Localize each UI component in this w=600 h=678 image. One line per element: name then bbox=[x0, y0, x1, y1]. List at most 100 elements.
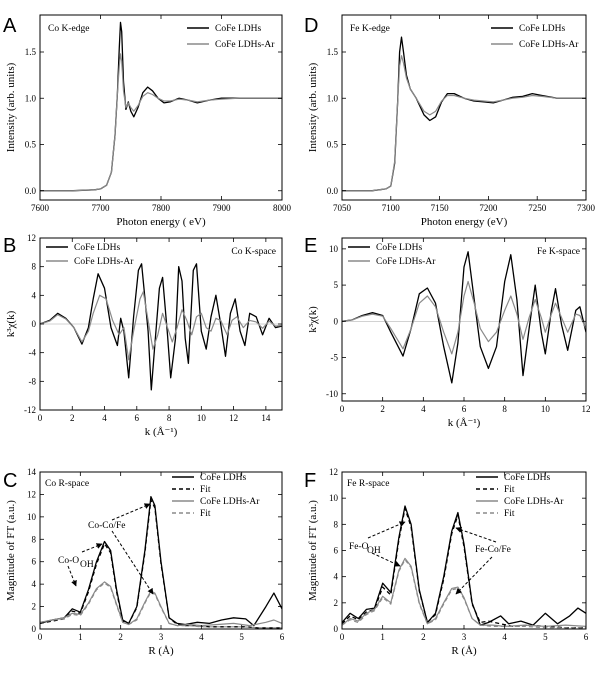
y-tick-label: 2 bbox=[32, 602, 37, 612]
x-tick-label: 7900 bbox=[213, 203, 232, 213]
panel-D: D 7050 7100 7150 7200 7250 7300 0.0 0.5 1.0 1.5 Pho… bbox=[304, 14, 596, 228]
axis-frame bbox=[341, 14, 587, 201]
legend-label: CoFe LDHs-Ar bbox=[376, 257, 436, 267]
x-tick-label: 12 bbox=[582, 404, 591, 414]
y-axis-label: Intensity (arb. units) bbox=[5, 62, 17, 152]
y-tick-label: 1.0 bbox=[327, 93, 339, 103]
x-tick-label: 1 bbox=[380, 632, 385, 642]
x-tick-label: 7800 bbox=[152, 203, 171, 213]
x-tick-label: 8000 bbox=[273, 203, 292, 213]
x-tick-label: 2 bbox=[421, 632, 426, 642]
y-tick-label: 8 bbox=[32, 534, 37, 544]
panel-annotation: Co K-edge bbox=[48, 24, 89, 34]
peak-label: Fe-Co/Fe bbox=[475, 545, 511, 555]
legend-label: CoFe LDHs-Ar bbox=[74, 257, 134, 267]
peak-arrow bbox=[81, 543, 103, 553]
y-tick-label: 8 bbox=[32, 262, 37, 272]
panel-annotation: Fe K-space bbox=[537, 247, 580, 257]
y-tick-label: 0 bbox=[334, 316, 339, 326]
y-axis-label: Intensity (arb. units) bbox=[307, 62, 319, 152]
x-tick-label: 8 bbox=[502, 404, 507, 414]
legend-label: CoFe LDHs bbox=[504, 473, 550, 483]
y-tick-label: 4 bbox=[32, 579, 37, 589]
legend-label: Fit bbox=[200, 485, 211, 495]
x-axis-label: Photon energy (eV) bbox=[421, 216, 508, 228]
y-tick-label: 6 bbox=[32, 557, 37, 567]
y-tick-label: 0.0 bbox=[25, 186, 37, 196]
x-tick-label: 7200 bbox=[479, 203, 498, 213]
legend-label: Fit bbox=[200, 509, 211, 519]
x-tick-label: 4 bbox=[199, 632, 204, 642]
x-tick-label: 4 bbox=[502, 632, 507, 642]
y-tick-label: 8 bbox=[334, 519, 339, 529]
x-tick-label: 2 bbox=[70, 413, 75, 423]
y-tick-label: 2 bbox=[334, 598, 339, 608]
y-tick-label: 14 bbox=[27, 467, 37, 477]
x-tick-label: 2 bbox=[118, 632, 123, 642]
x-tick-label: 7100 bbox=[382, 203, 401, 213]
series-line-0 bbox=[342, 251, 586, 384]
y-tick-label: 5 bbox=[334, 280, 339, 290]
y-tick-label: 0 bbox=[32, 319, 37, 329]
panel-annotation: Fe K-edge bbox=[350, 24, 390, 34]
x-tick-label: 8 bbox=[167, 413, 172, 423]
panel-letter: E bbox=[304, 235, 317, 257]
x-tick-label: 6 bbox=[280, 632, 285, 642]
legend-label: CoFe LDHs bbox=[215, 24, 261, 34]
panel-annotation: Co R-space bbox=[45, 479, 89, 489]
peak-arrow bbox=[111, 503, 151, 521]
series-line-0 bbox=[342, 505, 586, 626]
series-line-1 bbox=[40, 291, 282, 361]
y-axis-label: Magnitude of FT (a.u.) bbox=[5, 500, 17, 601]
legend-label: CoFe LDHs-Ar bbox=[215, 40, 275, 50]
x-tick-label: 5 bbox=[239, 632, 244, 642]
x-tick-label: 1 bbox=[78, 632, 83, 642]
panel-E: E 0 2 4 6 8 10 12 -10 -5 0 5 10 k (Å⁻¹) k³χ(k) Fe K-spa… bbox=[304, 235, 591, 429]
y-tick-label: 1.5 bbox=[25, 47, 37, 57]
y-axis-label: Magnitude of FT (a.u.) bbox=[307, 500, 319, 601]
legend-label: Fit bbox=[504, 485, 515, 495]
x-tick-label: 14 bbox=[261, 413, 271, 423]
x-tick-label: 0 bbox=[38, 413, 43, 423]
peak-arrow bbox=[371, 552, 401, 567]
x-tick-label: 6 bbox=[135, 413, 140, 423]
x-tick-label: 7300 bbox=[577, 203, 596, 213]
y-axis-label: k³χ(k) bbox=[307, 306, 319, 333]
x-axis-label: R (Å) bbox=[451, 645, 477, 657]
y-tick-label: 0 bbox=[334, 624, 339, 634]
x-tick-label: 6 bbox=[462, 404, 467, 414]
panel-B: B 0 2 4 6 8 10 12 14 -12 -8 -4 0 4 8 12 k (Å⁻¹) k³χ(k) Co … bbox=[3, 233, 283, 438]
series-line-0 bbox=[342, 36, 586, 192]
legend-label: CoFe LDHs-Ar bbox=[519, 40, 579, 50]
x-axis-label: k (Å⁻¹) bbox=[448, 417, 481, 429]
y-tick-label: 1.5 bbox=[327, 47, 339, 57]
x-tick-label: 7250 bbox=[528, 203, 547, 213]
plot-area bbox=[40, 263, 282, 391]
series-line-3 bbox=[40, 582, 282, 629]
y-tick-label: 4 bbox=[32, 290, 37, 300]
peak-label-subscript: OH bbox=[367, 546, 381, 556]
panel-letter: F bbox=[304, 470, 316, 492]
y-tick-label: 1.0 bbox=[25, 93, 37, 103]
peak-arrow bbox=[455, 526, 497, 543]
legend-label: CoFe LDHs bbox=[519, 24, 565, 34]
x-tick-label: 0 bbox=[340, 632, 345, 642]
series-line-1 bbox=[342, 55, 586, 192]
x-tick-label: 4 bbox=[421, 404, 426, 414]
panel-letter: D bbox=[304, 15, 318, 37]
y-tick-label: 6 bbox=[334, 546, 339, 556]
y-tick-label: -8 bbox=[29, 376, 37, 386]
x-tick-label: 6 bbox=[584, 632, 589, 642]
plot-area bbox=[342, 251, 586, 384]
x-axis-label: Photon energy ( eV) bbox=[116, 216, 206, 228]
legend-label: CoFe LDHs-Ar bbox=[200, 497, 260, 507]
x-tick-label: 7600 bbox=[31, 203, 50, 213]
x-tick-label: 12 bbox=[229, 413, 238, 423]
panel-letter: A bbox=[3, 15, 17, 37]
x-tick-label: 7150 bbox=[431, 203, 450, 213]
y-tick-label: -10 bbox=[326, 389, 338, 399]
legend-label: CoFe LDHs bbox=[376, 243, 422, 253]
y-tick-label: 12 bbox=[27, 489, 36, 499]
series-line-0 bbox=[40, 263, 282, 391]
